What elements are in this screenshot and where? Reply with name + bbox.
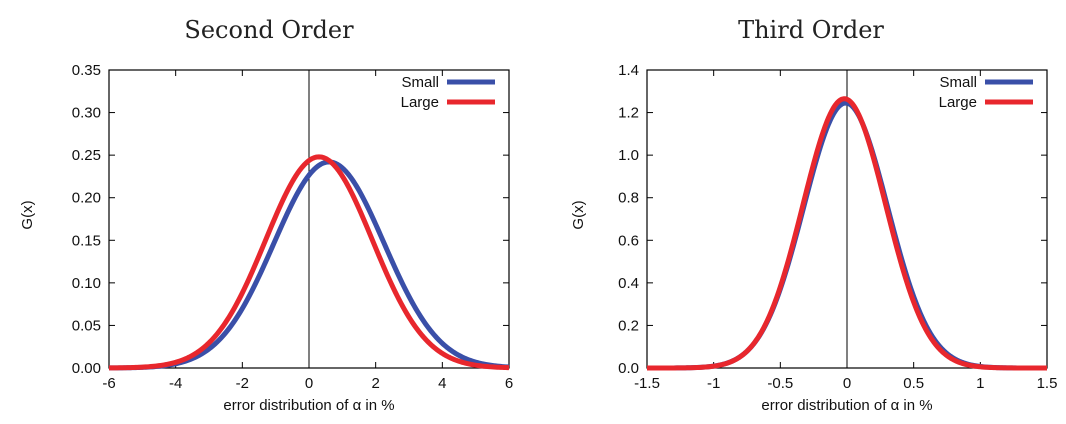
x-tick-label: -1 <box>707 375 720 392</box>
x-tick-label: 1.5 <box>1037 375 1058 392</box>
y-tick-label: 0.35 <box>72 62 101 79</box>
series-line-large <box>108 154 510 371</box>
y-tick-label: 0.25 <box>72 147 101 164</box>
x-tick-label: -2 <box>236 375 249 392</box>
plot-area: -1.5 -1 -0.5 0 0.5 1 1.5 0.0 0.2 0.4 0.6 0.8 1.0 1.2 1… <box>618 62 1057 392</box>
y-tick-label: 1.2 <box>618 105 639 122</box>
y-tick-label: 0.15 <box>72 232 101 249</box>
series-line-large <box>646 96 1048 371</box>
chart-third-order: Third Order error distribution of α in %… <box>570 16 1057 414</box>
x-tick-label: 6 <box>505 375 513 392</box>
y-tick-label: 1.4 <box>618 62 639 79</box>
legend-label: Small <box>939 74 977 91</box>
plot-area: -6 -4 -2 0 2 4 6 0.00 0.05 0.10 0.15 0.20 0.25 0.30 0.… <box>72 62 513 392</box>
x-axis-label: error distribution of α in % <box>761 397 932 414</box>
x-tick-label: -0.5 <box>767 375 793 392</box>
y-axis-label: G(x) <box>570 200 587 229</box>
y-axis-label: G(x) <box>19 200 36 229</box>
y-tick-label: 0.10 <box>72 275 101 292</box>
y-tick-label: 0.4 <box>618 275 639 292</box>
x-tick-label: -4 <box>169 375 182 392</box>
y-tick-label: 0.8 <box>618 190 639 207</box>
x-tick-label: -1.5 <box>634 375 660 392</box>
x-tick-label: 0.5 <box>903 375 924 392</box>
legend-label: Small <box>401 74 439 91</box>
y-tick-label: 0.30 <box>72 105 101 122</box>
x-tick-label: 4 <box>438 375 446 392</box>
x-tick-label: 0 <box>843 375 851 392</box>
y-tick-label: 0.0 <box>618 360 639 377</box>
y-tick-label: 0.2 <box>618 317 639 334</box>
x-tick-label: -6 <box>102 375 115 392</box>
y-tick-label: 0.05 <box>72 317 101 334</box>
x-tick-label: 0 <box>305 375 313 392</box>
chart-title: Second Order <box>184 16 354 44</box>
y-tick-label: 1.0 <box>618 147 639 164</box>
chart-title: Third Order <box>738 16 884 44</box>
x-axis-label: error distribution of α in % <box>223 397 394 414</box>
y-tick-label: 0.00 <box>72 360 101 377</box>
chart-second-order: Second Order error distribution of α in … <box>19 16 513 414</box>
y-tick-label: 0.20 <box>72 190 101 207</box>
legend-label: Large <box>939 94 977 111</box>
x-tick-label: 2 <box>371 375 379 392</box>
x-tick-label: 1 <box>976 375 984 392</box>
legend-label: Large <box>401 94 439 111</box>
y-tick-label: 0.6 <box>618 232 639 249</box>
